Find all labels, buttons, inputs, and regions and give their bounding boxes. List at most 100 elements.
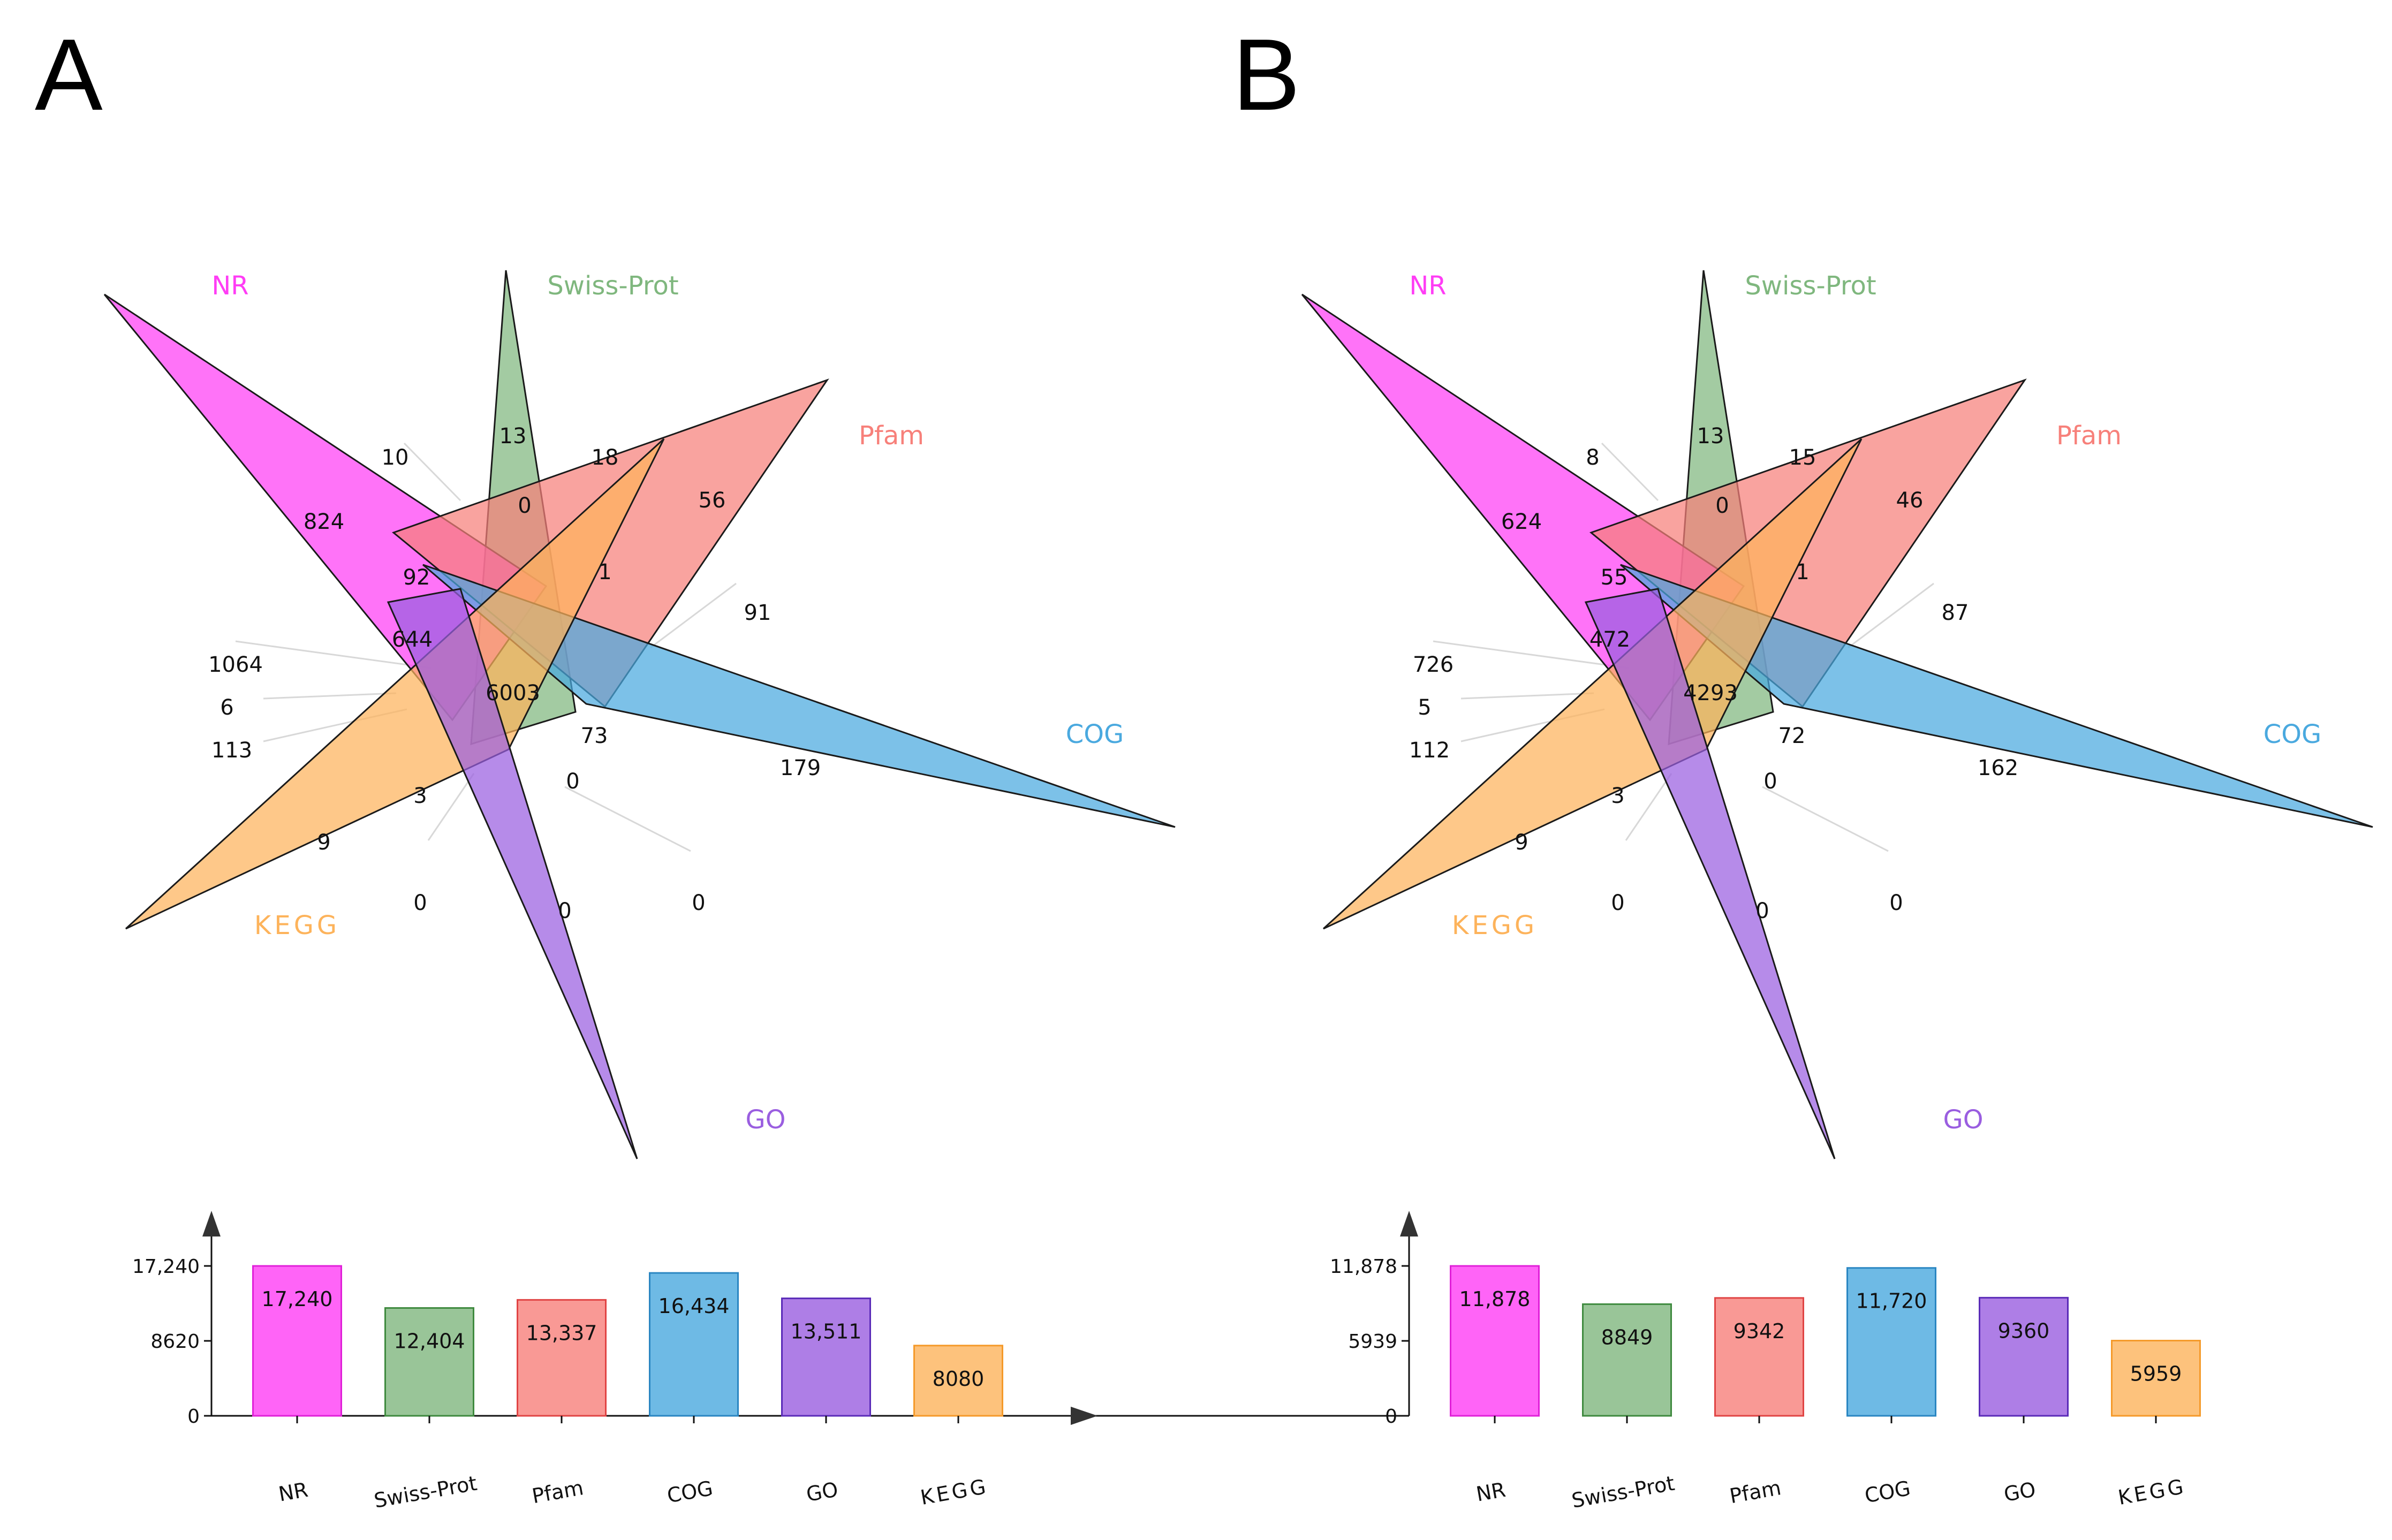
venn-region-count: 1 [1796,560,1809,585]
x-category-label: NR [277,1478,310,1506]
venn-region-count: 87 [1942,601,1969,625]
x-category-label: GO [2002,1477,2038,1506]
bar-value-label: 8080 [933,1367,985,1391]
venn-diagram: NR Swiss-Prot Pfam COG GO KEGG 8 13 15 624 0 46 55 1 8… [1301,270,2373,1159]
venn-label-go: GO [1943,1105,1984,1135]
bar-go [781,1298,871,1417]
x-category-label: GO [805,1477,840,1506]
x-category-label: Pfam [530,1476,585,1508]
y-tick-label: 17,240 [132,1256,200,1278]
venn-region-count: 0 [518,494,531,518]
venn-region-count: 113 [211,738,252,763]
venn-region-count: 3 [413,784,427,808]
venn-region-count: 56 [699,488,726,513]
bar-chart: 0 8620 17,240 17,240 NR 12,404 Swiss-Prot 13,33… [132,1211,1097,1513]
leader-line [403,442,461,502]
venn-region-count: 92 [403,565,430,590]
venn-region-count: 9 [317,830,330,855]
venn-region-count: 5 [1418,695,1431,720]
venn-region-count: 15 [1789,445,1816,470]
venn-region-count: 179 [780,756,821,780]
y-tick-label: 0 [1385,1406,1397,1428]
venn-region-count: 472 [1589,627,1630,652]
leader-line [1848,582,1934,649]
bar-value-label: 12,404 [394,1330,465,1353]
venn-label-kegg: KEGG [1452,911,1538,940]
venn-region-count: 0 [692,891,705,915]
venn-label-nr: NR [1409,271,1446,301]
venn-region-count: 8 [1586,445,1599,470]
panel-letter: A [35,18,103,132]
bar-nr [1450,1265,1540,1417]
bar-value-label: 9360 [1998,1319,2050,1342]
bar-value-label: 9342 [1734,1319,1785,1343]
venn-label-pfam: Pfam [859,421,924,451]
y-tick-label: 11,878 [1330,1256,1397,1278]
x-category-label: Swiss-Prot [1570,1471,1676,1513]
venn-region-count: 112 [1409,738,1450,763]
venn-region-count: 4293 [1683,681,1738,705]
venn-region-count: 3 [1611,784,1624,808]
leader-line [427,773,475,841]
x-category-label: NR [1474,1478,1508,1506]
bar-kegg [913,1345,1003,1417]
venn-region-count: 91 [744,601,771,625]
venn-region-count: 0 [558,899,571,923]
venn-set-kegg [1322,438,1863,930]
venn-label-cog: COG [1066,719,1124,749]
leader-line [263,692,397,700]
venn-label-nr: NR [211,271,248,301]
venn-region-count: 624 [1501,510,1542,534]
bar-pfam [1714,1297,1804,1417]
leader-line [650,582,737,649]
venn-region-count: 0 [1715,494,1729,518]
venn-set-go [1584,588,1836,1159]
venn-region-count: 824 [304,510,344,534]
bar-go [1979,1296,2069,1417]
y-axis-arrow [202,1211,221,1236]
y-tick-label: 0 [187,1406,200,1428]
leader-line [564,786,691,852]
x-category-label: COG [665,1476,715,1507]
venn-region-count: 13 [1697,424,1724,449]
bar-value-label: 8849 [1601,1325,1653,1349]
venn-region-count: 55 [1601,565,1628,590]
leader-line [235,640,432,669]
venn-region-count: 0 [566,769,579,794]
venn-region-count: 6003 [486,681,540,705]
leader-line [1433,640,1629,669]
bar-value-label: 13,511 [791,1320,862,1344]
venn-set-kegg [125,438,665,930]
venn-region-count: 0 [1755,899,1769,923]
y-axis-arrow [1400,1211,1418,1236]
venn-region-count: 0 [1889,891,1903,915]
venn-region-count: 0 [1611,891,1624,915]
panel-letter: B [1232,18,1300,132]
venn-region-count: 644 [392,627,433,652]
venn-region-count: 13 [499,424,527,449]
bar-swiss-prot [1582,1303,1672,1417]
bar-value-label: 17,240 [262,1287,333,1311]
venn-region-count: 9 [1515,830,1528,855]
bar-value-label: 11,720 [1856,1289,1927,1313]
y-tick-label: 8620 [150,1331,200,1353]
venn-region-count: 162 [1978,756,2018,780]
leader-line [1625,773,1672,841]
y-tick-label: 5939 [1348,1331,1397,1353]
venn-region-count: 0 [413,891,427,915]
bar-value-label: 16,434 [658,1294,730,1318]
venn-label-pfam: Pfam [2056,421,2122,451]
venn-region-count: 18 [592,445,619,470]
venn-label-kegg: KEGG [254,911,340,940]
x-category-label: Pfam [1728,1476,1783,1508]
bar-value-label: 5959 [2130,1362,2182,1386]
venn-region-count: 1 [598,560,611,585]
venn-region-count: 72 [1778,724,1806,748]
venn-label-swiss-prot: Swiss-Prot [1745,271,1876,301]
x-axis-arrow [1071,1407,1097,1425]
bar-pfam [517,1299,607,1417]
leader-line [1762,786,1889,852]
venn-label-go: GO [746,1105,786,1135]
